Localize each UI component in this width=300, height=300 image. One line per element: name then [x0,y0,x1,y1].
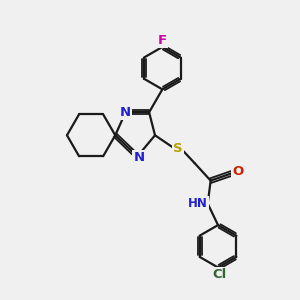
Text: N: N [134,151,145,164]
Text: HN: HN [188,197,208,210]
Text: Cl: Cl [212,268,226,281]
Text: N: N [119,106,130,118]
Text: F: F [158,34,167,47]
Text: S: S [173,142,183,155]
Text: O: O [232,165,243,178]
